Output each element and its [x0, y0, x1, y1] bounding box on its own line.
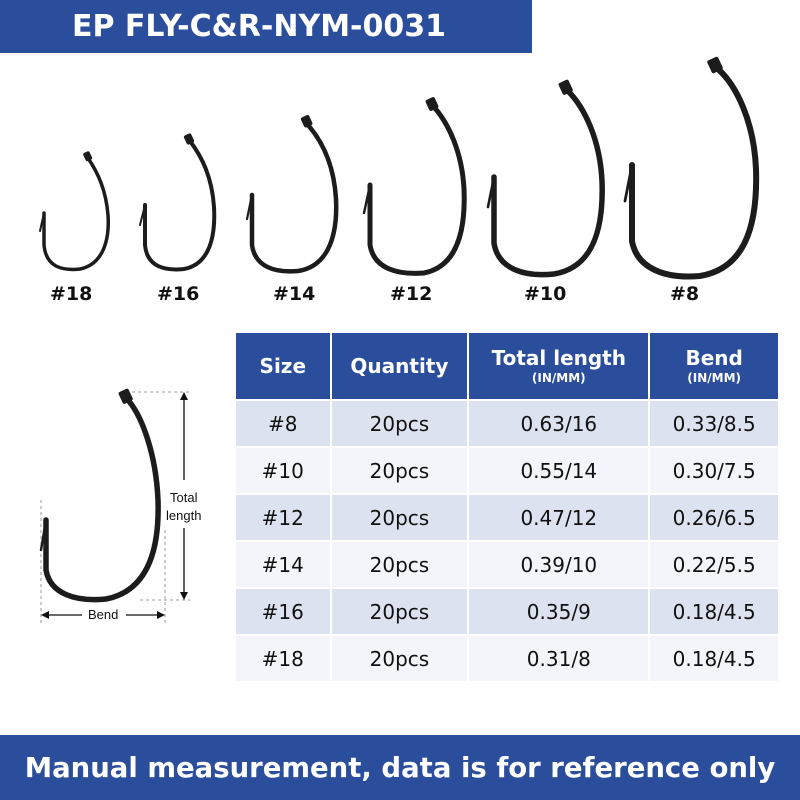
cell-quantity: 20pcs [331, 636, 468, 681]
hook-10-icon [486, 79, 605, 278]
cell-bend: 0.26/6.5 [650, 495, 778, 540]
cell-bend: 0.22/5.5 [650, 542, 778, 587]
measurement-hook-icon [39, 388, 190, 625]
hook-12-icon [362, 97, 467, 276]
table-row: #18 20pcs 0.31/8 0.18/4.5 [236, 636, 778, 681]
cell-quantity: 20pcs [331, 448, 468, 493]
hook-size-label: #8 [670, 283, 700, 305]
hook-size-label: #10 [524, 283, 567, 305]
cell-size: #10 [236, 448, 330, 493]
header-total-length: Total length (IN/MM) [469, 333, 649, 399]
cell-total-length: 0.35/9 [469, 589, 649, 634]
hook-16-icon [139, 133, 217, 272]
bend-label: Bend [88, 607, 119, 622]
header-bend: Bend (IN/MM) [650, 333, 778, 399]
hook-measurement-diagram: Total length Bend [10, 380, 220, 640]
hook-size-label: #12 [390, 283, 433, 305]
cell-total-length: 0.55/14 [469, 448, 649, 493]
header-bend-unit: (IN/MM) [687, 370, 742, 385]
hook-spec-table: Size Quantity Total length (IN/MM) Bend (I… [234, 331, 780, 683]
table-row: #12 20pcs 0.47/12 0.26/6.5 [236, 495, 778, 540]
header-quantity: Quantity [331, 333, 468, 399]
cell-bend: 0.30/7.5 [650, 448, 778, 493]
cell-total-length: 0.31/8 [469, 636, 649, 681]
hook-size-row: #18 #16 #14 #12 #10 #8 [0, 55, 800, 315]
cell-bend: 0.18/4.5 [650, 636, 778, 681]
table-row: #16 20pcs 0.35/9 0.18/4.5 [236, 589, 778, 634]
cell-quantity: 20pcs [331, 589, 468, 634]
cell-quantity: 20pcs [331, 495, 468, 540]
cell-size: #8 [236, 401, 330, 446]
disclaimer-text: Manual measurement, data is for referenc… [24, 751, 776, 784]
cell-total-length: 0.39/10 [469, 542, 649, 587]
hook-size-label: #18 [50, 283, 93, 305]
cell-bend: 0.33/8.5 [650, 401, 778, 446]
table-row: #8 20pcs 0.63/16 0.33/8.5 [236, 401, 778, 446]
cell-quantity: 20pcs [331, 542, 468, 587]
table-row: #14 20pcs 0.39/10 0.22/5.5 [236, 542, 778, 587]
cell-size: #18 [236, 636, 330, 681]
header-size: Size [236, 333, 330, 399]
table-header-row: Size Quantity Total length (IN/MM) Bend (I… [236, 333, 778, 399]
cell-quantity: 20pcs [331, 401, 468, 446]
cell-size: #12 [236, 495, 330, 540]
cell-size: #14 [236, 542, 330, 587]
hook-14-icon [245, 115, 339, 274]
table-row: #10 20pcs 0.55/14 0.30/7.5 [236, 448, 778, 493]
total-length-label: Total [170, 490, 198, 505]
total-length-label-line2: length [166, 508, 202, 523]
cell-total-length: 0.63/16 [469, 401, 649, 446]
hook-18-icon [39, 151, 110, 272]
cell-total-length: 0.47/12 [469, 495, 649, 540]
title-banner: EP FLY-C&R-NYM-0031 [0, 0, 532, 53]
hook-size-label: #14 [273, 283, 316, 305]
footer-banner: Manual measurement, data is for referenc… [0, 735, 800, 800]
hook-8-icon [623, 56, 760, 280]
cell-bend: 0.18/4.5 [650, 589, 778, 634]
hook-illustrations [39, 56, 760, 280]
cell-size: #16 [236, 589, 330, 634]
product-title: EP FLY-C&R-NYM-0031 [72, 9, 446, 44]
hook-size-label: #16 [157, 283, 200, 305]
header-total-length-unit: (IN/MM) [531, 370, 586, 385]
